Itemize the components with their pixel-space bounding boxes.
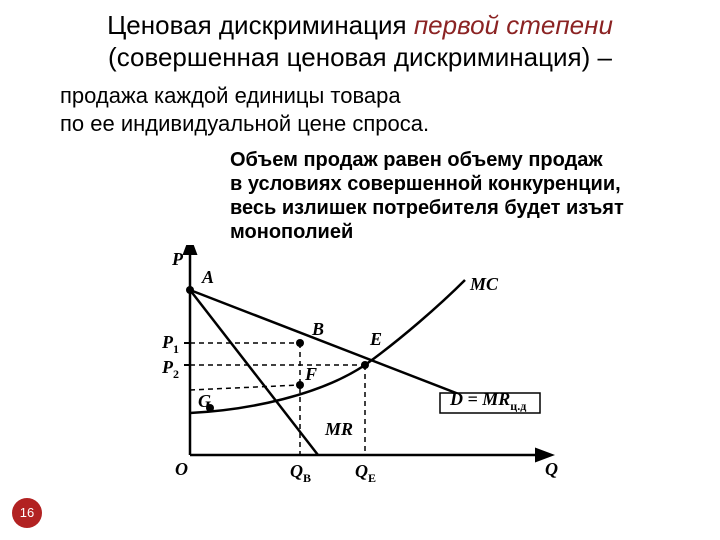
subtitle-line-1: продажа каждой единицы товара [60,83,401,108]
label-b: B [311,319,324,339]
note-bold: Объем продаж равен объему продаж в услов… [230,148,700,244]
subtitle-line-2: по ее индивидуальной цене спроса. [60,111,429,136]
label-p2: P2 [161,357,179,381]
label-qb: QB [290,461,311,485]
point-e [361,361,369,369]
label-qe: QE [355,461,376,485]
subtitle: продажа каждой единицы товара по ее инди… [60,82,660,137]
label-q: Q [545,459,558,479]
label-e: E [369,329,382,349]
point-a [186,286,194,294]
note-line-1: Объем продаж равен объему продаж [230,149,603,171]
title-red-italic-part: первой степени [414,10,613,40]
title-line-1: Ценовая дискриминация первой степени [0,10,720,41]
note-line-3: весь излишек потребителя будет изъят [230,197,624,219]
page-number-badge: 16 [12,498,42,528]
note-line-4: монополией [230,221,353,243]
note-line-2: в условиях совершенной конкуренции, [230,173,621,195]
dash-g [190,385,300,390]
label-o: O [175,459,188,479]
point-b [296,339,304,347]
label-p1: P1 [161,332,179,356]
title-black-part: Ценовая дискриминация [107,10,414,40]
point-f [296,381,304,389]
price-discrimination-chart: POQABEFGMCMRP1P2QBQED = MRц.д [140,245,570,495]
label-g: G [198,391,211,411]
label-a: A [201,267,214,287]
mc-curve [190,280,465,413]
label-f: F [304,364,317,384]
label-mc: MC [469,274,499,294]
label-p: P [171,249,184,269]
title-line-2: (совершенная ценовая дискриминация) – [0,42,720,73]
label-mr: MR [324,419,353,439]
